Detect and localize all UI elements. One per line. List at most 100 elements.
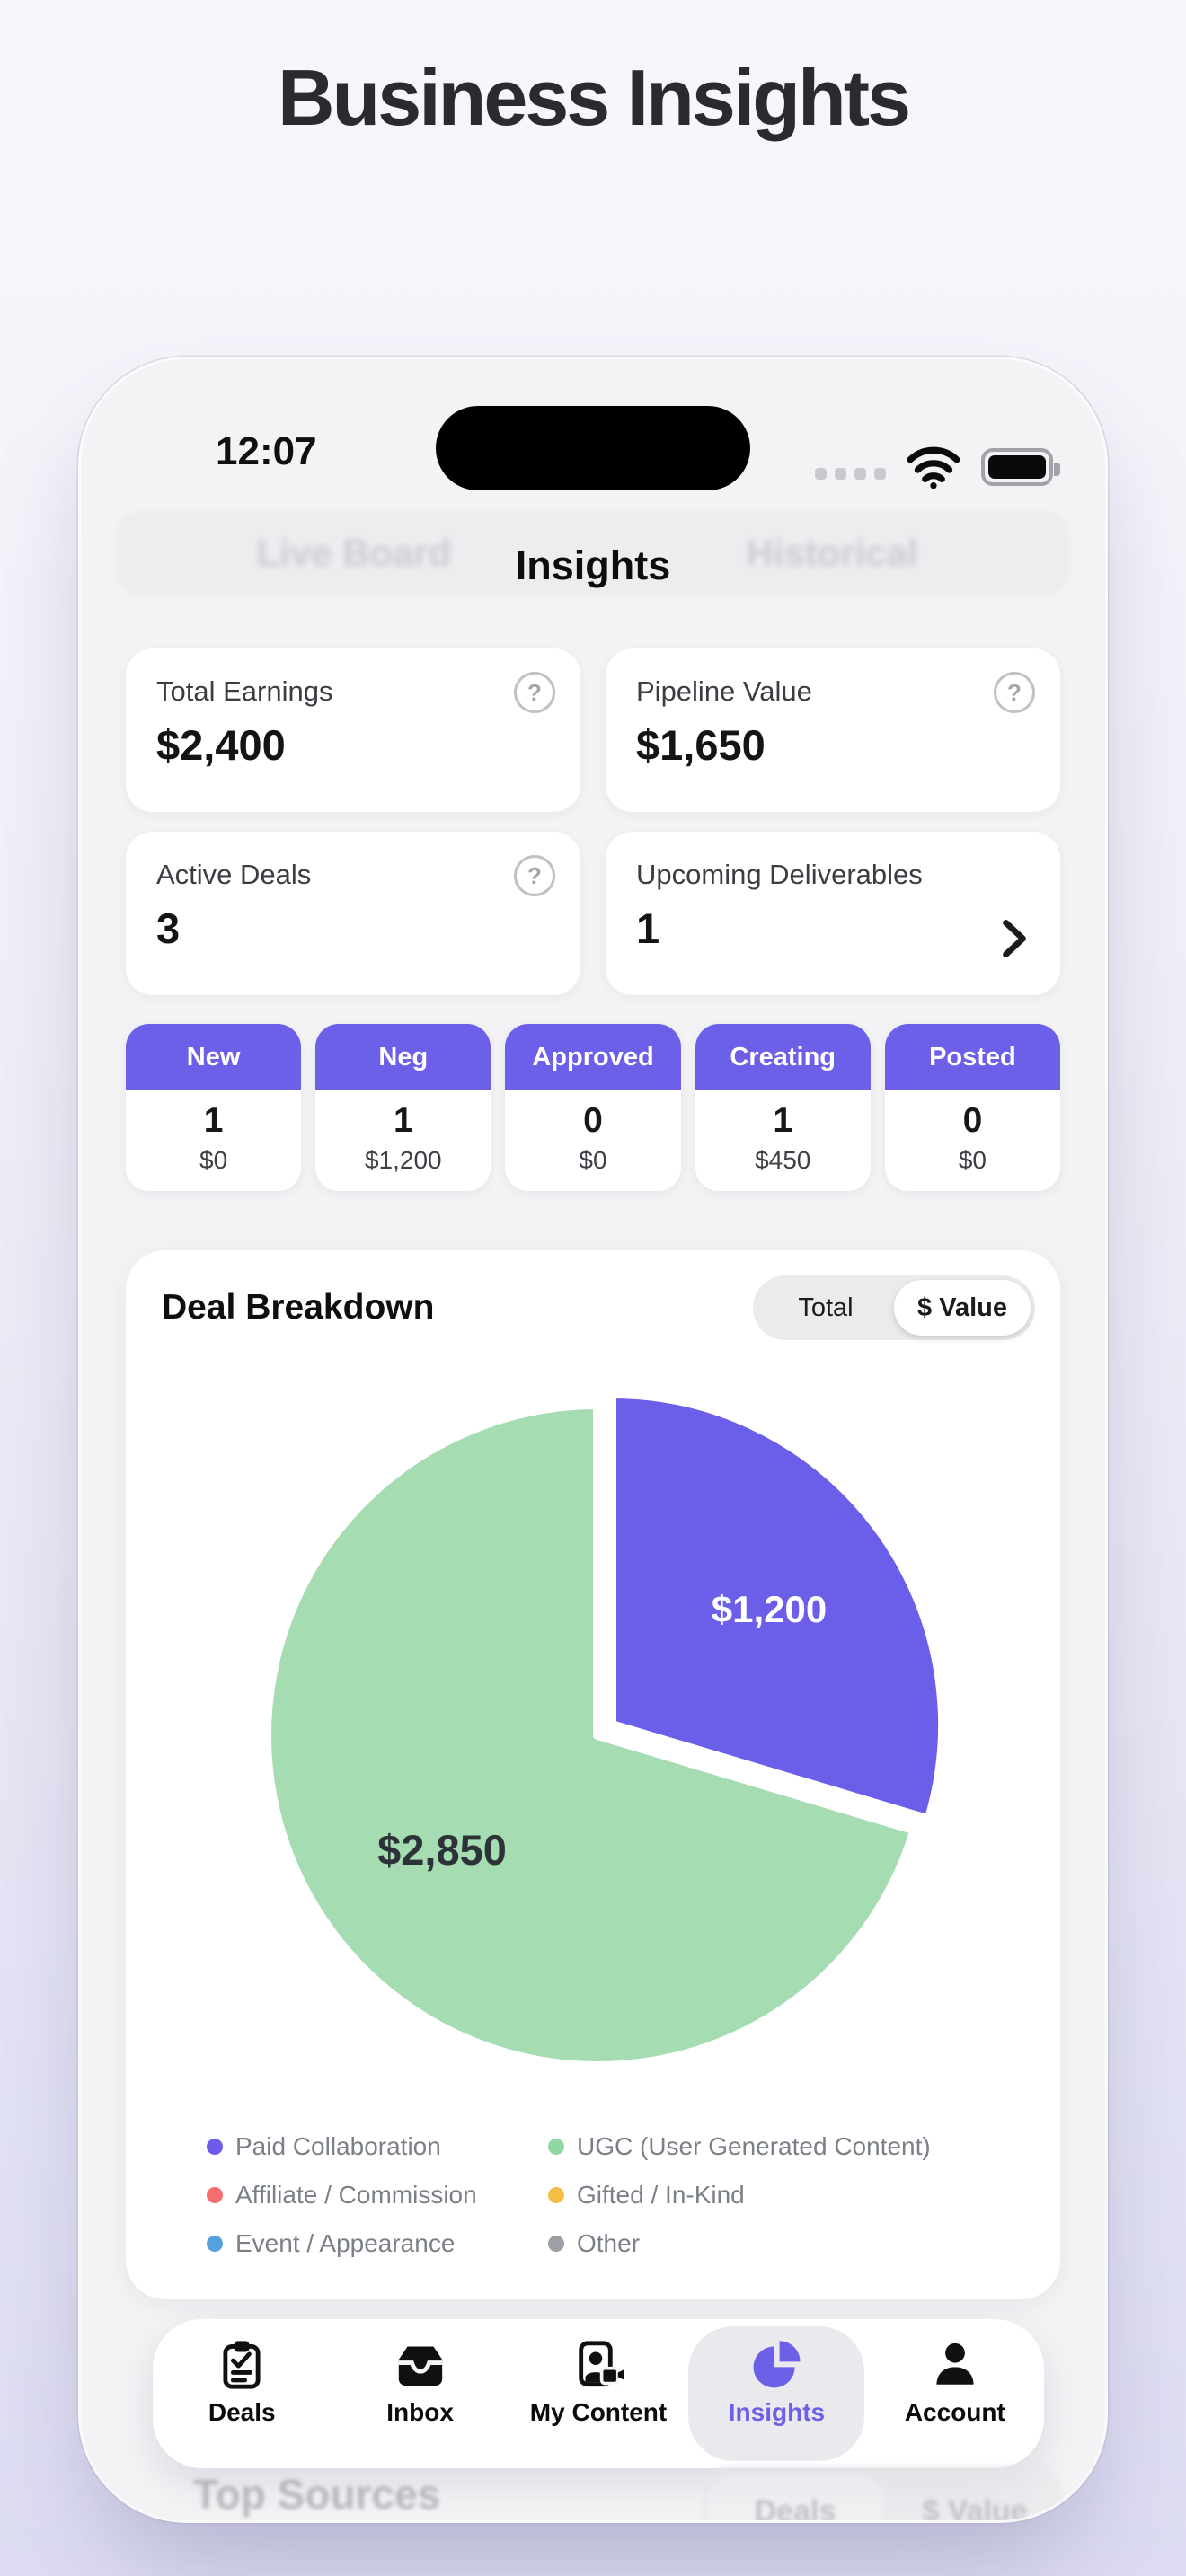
stage-value: $450 <box>755 1146 811 1174</box>
page-title: Business Insights <box>277 53 911 142</box>
dynamic-island <box>436 406 750 490</box>
active-deals-label: Active Deals <box>156 859 312 890</box>
pipeline-value-value: $1,650 <box>636 721 766 769</box>
background-tab-live-board: Live Board <box>256 532 452 574</box>
legend-item-affiliate: Affiliate / Commission <box>207 2181 548 2210</box>
tab-label: Inbox <box>386 2398 454 2426</box>
clipboard-icon <box>223 2341 261 2389</box>
total-earnings-label: Total Earnings <box>156 675 333 707</box>
legend-dot <box>548 2187 564 2203</box>
breakdown-toggle: Total $ Value <box>753 1275 1035 1340</box>
tab-label: Deals <box>208 2398 276 2426</box>
stage-count: 0 <box>583 1101 603 1140</box>
legend-dot <box>207 2187 223 2203</box>
battery-icon <box>981 448 1060 486</box>
help-icon[interactable]: ? <box>514 855 555 896</box>
status-icons <box>815 446 1060 489</box>
inbox-icon <box>398 2346 442 2386</box>
active-deals-value: 3 <box>156 904 181 952</box>
stage-value: $0 <box>958 1146 987 1174</box>
tab-account[interactable]: Account <box>866 2319 1044 2468</box>
help-icon[interactable]: ? <box>514 672 555 713</box>
tab-inbox[interactable]: Inbox <box>331 2319 509 2468</box>
stage-chip-header: Posted <box>884 1024 1061 1090</box>
signal-dots-icon <box>815 467 886 480</box>
legend-item-ugc: UGC (User Generated Content) <box>548 2132 931 2161</box>
legend-label: Other <box>577 2229 641 2257</box>
legend-label: Gifted / In-Kind <box>577 2181 745 2209</box>
faded-bottom-section: Top Sources Deals $ Value <box>81 2465 1105 2520</box>
stage-chip-posted: Posted 0 $0 <box>884 1024 1061 1191</box>
legend-dot <box>548 2139 564 2155</box>
top-sources-toggle: Deals $ Value <box>703 2465 1062 2520</box>
deal-breakdown-pie-chart: $1,200 $2,850 <box>262 1389 948 2070</box>
pipeline-value-card: Pipeline Value $1,650 ? <box>606 648 1060 812</box>
stage-count: 1 <box>773 1101 793 1140</box>
legend-label: Event / Appearance <box>235 2229 456 2257</box>
stage-count: 1 <box>203 1101 224 1140</box>
active-deals-card: Active Deals 3 ? <box>126 832 580 995</box>
stage-chip-header: Creating <box>695 1024 871 1090</box>
deal-breakdown-card: Deal Breakdown Total $ Value $1,200 $2,8… <box>126 1250 1060 2299</box>
stage-value: $0 <box>579 1146 607 1174</box>
stage-chip-neg: Neg 1 $1,200 <box>315 1024 491 1191</box>
top-sources-option-deals: Deals <box>708 2473 882 2520</box>
pipeline-value-label: Pipeline Value <box>636 675 812 707</box>
phone-mockup: 12:07 Live Board Historical Insights Tot… <box>81 359 1105 2520</box>
stage-chip-approved: Approved 0 $0 <box>505 1024 681 1191</box>
toggle-option-value[interactable]: $ Value <box>894 1280 1031 1336</box>
upcoming-deliverables-card[interactable]: Upcoming Deliverables 1 <box>606 832 1060 995</box>
stage-chip-header: Approved <box>505 1024 681 1090</box>
person-video-icon <box>579 2341 625 2387</box>
background-tab-historical: Historical <box>746 532 918 574</box>
pie-label-ugc: $2,850 <box>377 1826 507 1874</box>
tab-label: Insights <box>728 2398 826 2426</box>
stage-count: 1 <box>393 1101 413 1140</box>
tab-my-content[interactable]: My Content <box>509 2319 687 2468</box>
stage-chip-creating: Creating 1 $450 <box>695 1024 871 1191</box>
chevron-right-icon <box>1003 920 1026 957</box>
tab-deals[interactable]: Deals <box>153 2319 331 2468</box>
status-time: 12:07 <box>216 429 317 473</box>
pie-label-paid: $1,200 <box>712 1588 827 1630</box>
person-icon <box>936 2342 974 2385</box>
wifi-icon <box>907 446 960 489</box>
pie-slice-ugc[interactable] <box>262 1400 919 2070</box>
stage-chip-header: Neg <box>315 1024 491 1090</box>
legend-item-gifted: Gifted / In-Kind <box>548 2181 931 2210</box>
legend-item-paid-collaboration: Paid Collaboration <box>207 2132 548 2161</box>
nav-title: Insights <box>515 543 671 588</box>
legend-item-event: Event / Appearance <box>207 2229 548 2258</box>
legend-dot <box>207 2236 223 2252</box>
help-icon[interactable]: ? <box>994 672 1035 713</box>
bottom-tab-bar: Deals Inbox My Content <box>153 2319 1044 2468</box>
stage-value: $0 <box>199 1146 228 1174</box>
pie-chart-icon <box>754 2341 801 2388</box>
tab-insights[interactable]: Insights <box>687 2319 865 2468</box>
tab-label: Account <box>904 2398 1005 2426</box>
top-sources-option-value: $ Value <box>922 2493 1028 2521</box>
total-earnings-card: Total Earnings $2,400 ? <box>126 648 580 812</box>
total-earnings-value: $2,400 <box>156 721 286 769</box>
toggle-option-total[interactable]: Total <box>798 1292 854 1322</box>
legend-dot <box>548 2236 564 2252</box>
legend-label: UGC (User Generated Content) <box>577 2132 931 2160</box>
stage-value: $1,200 <box>364 1146 442 1174</box>
upcoming-deliverables-value: 1 <box>636 904 660 952</box>
stage-count: 0 <box>962 1101 983 1140</box>
stat-cards-grid: Total Earnings $2,400 ? Pipeline Value $… <box>126 648 1060 995</box>
pipeline-stages-row: New 1 $0 Neg 1 $1,200 Approved 0 $0 Crea… <box>126 1024 1061 1191</box>
legend-label: Paid Collaboration <box>235 2132 441 2160</box>
legend-item-other: Other <box>548 2229 931 2258</box>
deal-breakdown-title: Deal Breakdown <box>162 1288 435 1327</box>
pie-slice-paid-collaboration[interactable] <box>607 1389 948 1824</box>
pie-legend: Paid Collaboration UGC (User Generated C… <box>207 2132 931 2258</box>
stage-chip-new: New 1 $0 <box>126 1024 302 1191</box>
legend-label: Affiliate / Commission <box>235 2181 477 2209</box>
upcoming-deliverables-label: Upcoming Deliverables <box>636 859 923 890</box>
legend-dot <box>207 2139 223 2155</box>
background-segmented-control: Live Board Historical <box>115 510 1071 596</box>
top-sources-title: Top Sources <box>193 2471 441 2518</box>
tab-label: My Content <box>529 2398 668 2426</box>
stage-chip-header: New <box>126 1024 302 1090</box>
